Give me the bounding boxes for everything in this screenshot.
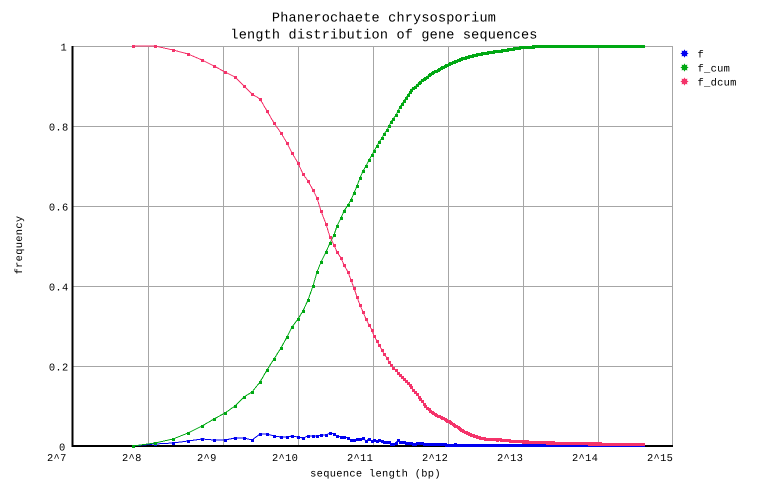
svg-text:2^7: 2^7 — [47, 453, 67, 465]
svg-text:2^13: 2^13 — [497, 453, 523, 465]
svg-text:length distribution of gene se: length distribution of gene sequences — [230, 29, 537, 44]
svg-text:2^9: 2^9 — [197, 453, 217, 465]
svg-text:f_cum: f_cum — [698, 64, 731, 76]
svg-text:sequence length (bp): sequence length (bp) — [310, 468, 441, 480]
svg-text:1: 1 — [60, 42, 67, 54]
svg-text:2^11: 2^11 — [347, 453, 373, 465]
svg-text:2^14: 2^14 — [572, 453, 598, 465]
svg-text:0: 0 — [59, 442, 66, 454]
svg-text:f: f — [698, 50, 705, 62]
svg-text:2^15: 2^15 — [647, 453, 673, 465]
svg-text:0.2: 0.2 — [49, 362, 69, 374]
svg-text:Phanerochaete chrysosporium: Phanerochaete chrysosporium — [272, 12, 496, 27]
svg-text:2^10: 2^10 — [272, 453, 298, 465]
svg-text:0.6: 0.6 — [49, 202, 69, 214]
svg-text:2^12: 2^12 — [422, 453, 448, 465]
svg-text:0.4: 0.4 — [49, 282, 69, 294]
svg-text:f_dcum: f_dcum — [698, 78, 737, 90]
svg-text:0.8: 0.8 — [49, 122, 69, 134]
svg-text:2^8: 2^8 — [122, 453, 142, 465]
svg-text:frequency: frequency — [14, 216, 26, 275]
